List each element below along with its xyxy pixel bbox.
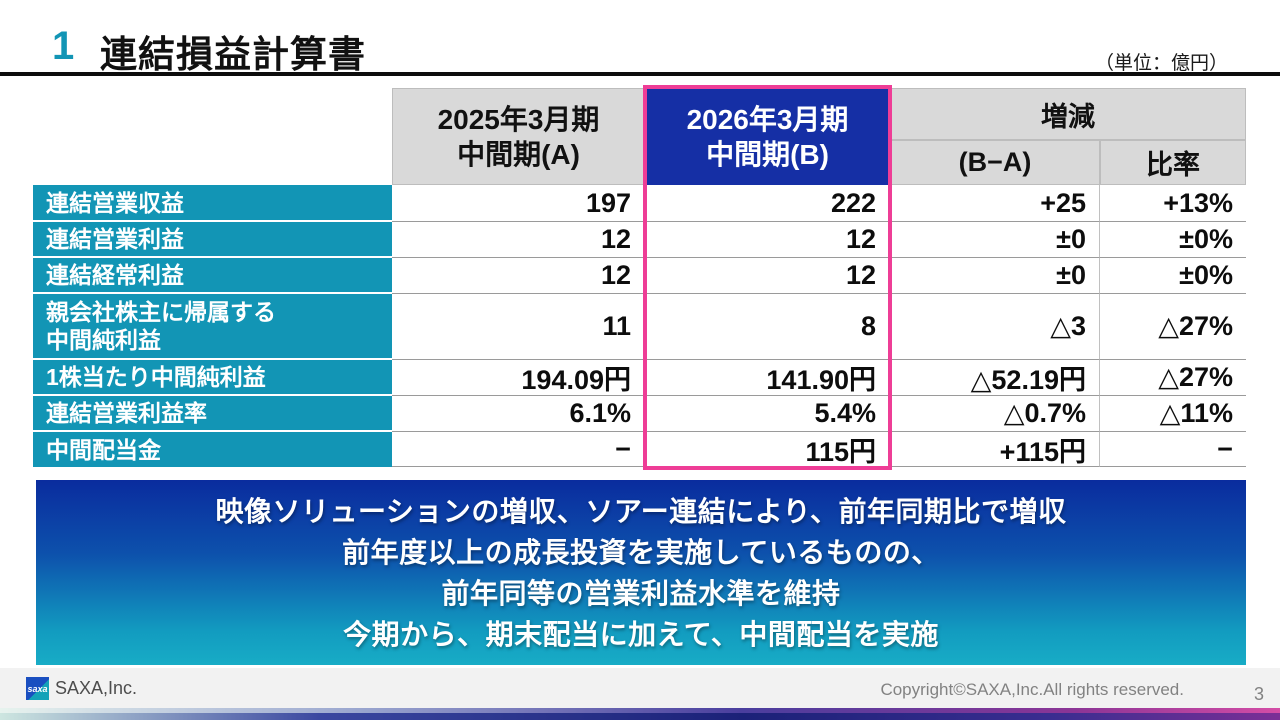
summary-line: 前年同等の営業利益水準を維持: [441, 577, 841, 609]
summary-message-box: 映像ソリューションの増収、ソアー連結により、前年同期比で増収 前年度以上の成長投…: [36, 480, 1246, 665]
value-ratio: ±0%: [1100, 258, 1246, 294]
value-period-a: 197: [392, 185, 645, 222]
row-label: 連結営業利益: [33, 222, 392, 258]
row-label: 1株当たり中間純利益: [33, 360, 392, 396]
value-ratio: △27%: [1100, 294, 1246, 360]
row-label: 連結経常利益: [33, 258, 392, 294]
footer-accent-strip-bottom: [0, 713, 1280, 720]
value-change: +115円: [890, 432, 1100, 467]
value-change: △3: [890, 294, 1100, 360]
copyright-text: Copyright©SAXA,Inc.All rights reserved.: [880, 680, 1184, 699]
column-header-period-a: 2025年3月期 中間期(A): [392, 88, 645, 185]
value-period-a: 6.1%: [392, 396, 645, 432]
value-ratio: −: [1100, 432, 1246, 467]
value-period-a: −: [392, 432, 645, 467]
value-period-b: 8: [645, 294, 890, 360]
value-change: ±0: [890, 258, 1100, 294]
column-header-change: (B−A): [890, 140, 1100, 185]
table-row: 1株当たり中間純利益 194.09円 141.90円 △52.19円 △27%: [33, 360, 1246, 396]
table-row: 連結営業収益 197 222 +25 +13%: [33, 185, 1246, 222]
value-period-a: 194.09円: [392, 360, 645, 396]
value-ratio: △27%: [1100, 360, 1246, 396]
value-change: ±0: [890, 222, 1100, 258]
summary-line: 映像ソリューションの増収、ソアー連結により、前年同期比で増収: [215, 495, 1067, 527]
footer-accent-strip-top: [0, 708, 1280, 713]
summary-line: 今期から、期末配当に加えて、中間配当を実施: [343, 618, 939, 650]
value-change: +25: [890, 185, 1100, 222]
value-ratio: ±0%: [1100, 222, 1246, 258]
table-row: 親会社株主に帰属する 中間純利益 11 8 △3 △27%: [33, 294, 1246, 360]
column-header-ratio: 比率: [1100, 140, 1246, 185]
value-change: △52.19円: [890, 360, 1100, 396]
table-row: 連結営業利益率 6.1% 5.4% △0.7% △11%: [33, 396, 1246, 432]
row-label: 親会社株主に帰属する 中間純利益: [33, 294, 392, 360]
table-row: 連結経常利益 12 12 ±0 ±0%: [33, 258, 1246, 294]
table-body: 連結営業収益 197 222 +25 +13% 連結営業利益 12 12 ±0 …: [33, 185, 1246, 467]
pl-table: 2025年3月期 中間期(A) 2026年3月期 中間期(B) 増減 (B−A)…: [33, 85, 1246, 470]
value-period-a: 12: [392, 222, 645, 258]
saxa-logo: saxa: [26, 677, 49, 700]
value-period-b: 12: [645, 222, 890, 258]
value-period-b: 222: [645, 185, 890, 222]
title-divider: [0, 72, 1280, 76]
page-number: 3: [1253, 684, 1264, 704]
value-change: △0.7%: [890, 396, 1100, 432]
value-period-b: 12: [645, 258, 890, 294]
company-name: SAXA,Inc.: [55, 678, 138, 698]
page-title: 連結損益計算書: [100, 34, 366, 75]
value-period-a: 11: [392, 294, 645, 360]
unit-note: （単位：億円）: [1094, 53, 1228, 74]
value-ratio: △11%: [1100, 396, 1246, 432]
table-row: 中間配当金 − 115円 +115円 −: [33, 432, 1246, 467]
table-row: 連結営業利益 12 12 ±0 ±0%: [33, 222, 1246, 258]
footer: saxa SAXA,Inc. Copyright©SAXA,Inc.All ri…: [0, 668, 1280, 708]
column-header-period-b: 2026年3月期 中間期(B): [645, 88, 890, 185]
value-ratio: +13%: [1100, 185, 1246, 222]
value-period-b: 5.4%: [645, 396, 890, 432]
value-period-a: 12: [392, 258, 645, 294]
value-period-b: 115円: [645, 432, 890, 467]
column-header-change-group: 増減: [890, 88, 1246, 140]
value-period-b: 141.90円: [645, 360, 890, 396]
summary-line: 前年度以上の成長投資を実施しているものの、: [342, 536, 940, 568]
row-label: 中間配当金: [33, 432, 392, 467]
slide-number-badge: 1: [52, 24, 75, 68]
row-label: 連結営業利益率: [33, 396, 392, 432]
row-label: 連結営業収益: [33, 185, 392, 222]
